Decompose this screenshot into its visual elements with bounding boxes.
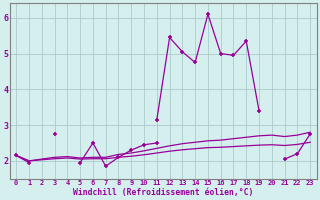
X-axis label: Windchill (Refroidissement éolien,°C): Windchill (Refroidissement éolien,°C) [73, 188, 253, 197]
